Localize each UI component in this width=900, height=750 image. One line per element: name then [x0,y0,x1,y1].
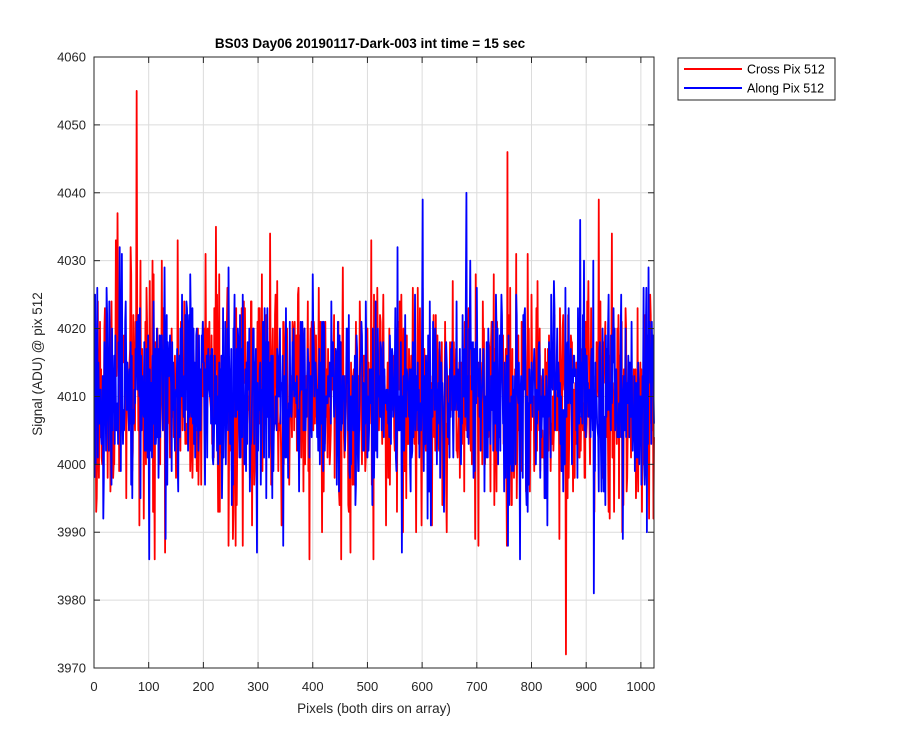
y-tick-label: 4040 [57,185,86,200]
plot-lines [93,90,655,656]
legend-label-along: Along Pix 512 [747,82,824,96]
legend-label-cross: Cross Pix 512 [747,63,825,77]
x-tick-label: 900 [575,679,597,694]
x-tick-label: 300 [247,679,269,694]
x-tick-label: 1000 [626,679,655,694]
y-tick-label: 4010 [57,389,86,404]
ticks [93,56,654,669]
x-tick-label: 100 [138,679,160,694]
x-tick-label: 400 [302,679,324,694]
y-tick-label: 4030 [57,253,86,268]
y-tick-label: 4060 [57,50,86,65]
x-tick-label: 200 [193,679,215,694]
x-tick-label: 800 [521,679,543,694]
x-axis-label: Pixels (both dirs on array) [297,701,451,716]
y-tick-label: 3970 [57,661,86,676]
legend: Cross Pix 512 Along Pix 512 [677,57,836,101]
y-tick-label: 4000 [57,457,86,472]
y-tick-label: 4020 [57,321,86,336]
x-tick-label: 600 [411,679,433,694]
chart-title: BS03 Day06 20190117-Dark-003 int time = … [215,36,526,51]
x-tick-label: 500 [357,679,379,694]
tick-labels: 0 100 200 300 400 500 600 700 800 900 1000 3970 3980… [57,50,655,695]
axes-box [93,56,655,669]
y-tick-label: 3990 [57,525,86,540]
x-tick-label: 700 [466,679,488,694]
legend-box [677,57,836,101]
y-axis-label: Signal (ADU) @ pix 512 [30,292,45,436]
x-tick-label: 0 [90,679,97,694]
y-tick-label: 4050 [57,117,86,132]
series-line-along-pix-512 [93,191,655,595]
y-tick-label: 3980 [57,593,86,608]
